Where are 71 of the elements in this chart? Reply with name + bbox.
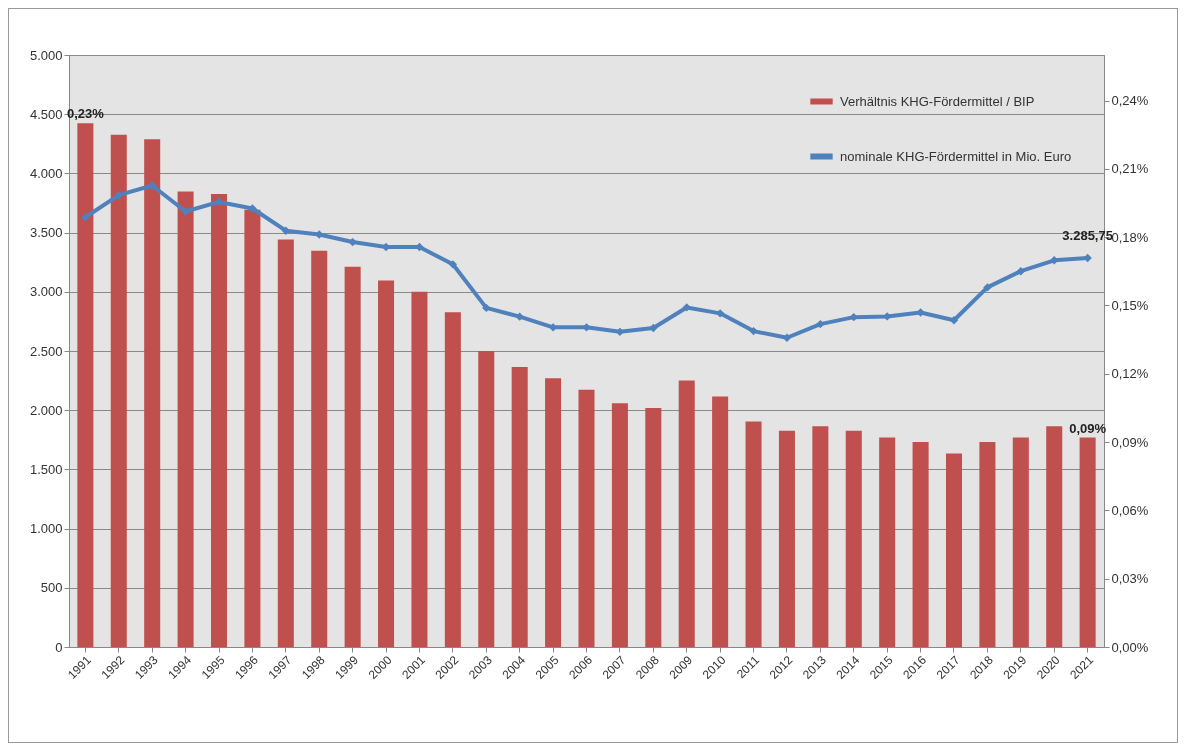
point — [949, 316, 959, 325]
y-tick-label: 4.000 — [29, 165, 63, 181]
data-label: 3.285,75 — [1062, 227, 1113, 243]
data-label: 0,23% — [66, 106, 105, 122]
y-tick-label: 3.000 — [29, 284, 63, 300]
bar — [277, 239, 294, 647]
point — [181, 207, 190, 216]
bar — [912, 442, 929, 647]
bar — [411, 291, 428, 647]
bar — [879, 437, 896, 647]
bar — [378, 280, 395, 647]
point — [1016, 267, 1025, 276]
point — [448, 260, 458, 269]
point — [114, 190, 123, 200]
bar — [244, 209, 261, 647]
point — [148, 181, 157, 190]
y2-tick-label: 0,24% — [1111, 93, 1149, 109]
legend-label: Verhältnis KHG-Fördermittel / BIP — [840, 93, 1035, 109]
y2-tick-label: 0,06% — [1111, 502, 1149, 518]
bar — [177, 191, 194, 647]
bar — [444, 312, 461, 647]
y-tick-label: 3.500 — [29, 225, 63, 241]
legend-label: nominale KHG-Fördermittel in Mio. Euro — [840, 148, 1072, 164]
point — [515, 312, 524, 321]
point — [81, 213, 90, 222]
bar — [745, 421, 762, 647]
point — [983, 283, 992, 292]
bar — [1079, 437, 1096, 647]
bar — [110, 134, 127, 647]
point — [749, 326, 758, 336]
y2-tick-label: 0,09% — [1111, 434, 1149, 450]
point — [816, 319, 825, 329]
y2-tick-label: 0,18% — [1111, 229, 1149, 245]
bar — [1046, 426, 1063, 647]
bar — [845, 430, 862, 647]
point — [482, 303, 491, 313]
bar — [344, 266, 361, 647]
bar — [210, 193, 228, 647]
y-tick-label: 2.000 — [29, 402, 63, 418]
y2-tick-label: 0,12% — [1111, 366, 1149, 382]
bar — [778, 430, 795, 647]
bar — [611, 403, 628, 647]
y-tick-label: 1.000 — [29, 521, 63, 537]
bar — [945, 453, 963, 647]
bar — [77, 123, 94, 647]
y2-tick-label: 0,15% — [1111, 297, 1149, 313]
bar — [511, 366, 528, 647]
bar — [678, 380, 695, 647]
bar — [478, 351, 495, 647]
y2-tick-label: 0,00% — [1111, 639, 1149, 655]
bar — [578, 389, 595, 647]
y-tick-label: 0 — [55, 639, 63, 655]
bar — [311, 250, 328, 647]
y-tick-label: 500 — [40, 580, 63, 596]
y2-tick-label: 0,03% — [1111, 571, 1149, 587]
y2-tick-label: 0,21% — [1111, 161, 1149, 177]
bar — [979, 442, 996, 647]
y-tick-label: 1.500 — [29, 461, 63, 477]
bar — [712, 396, 729, 647]
data-label: 0,09% — [1069, 420, 1107, 436]
y-tick-label: 2.500 — [29, 343, 63, 359]
bar — [545, 378, 562, 647]
point — [348, 237, 357, 247]
point — [682, 303, 691, 312]
bar — [645, 407, 662, 647]
bar — [144, 139, 161, 647]
y-tick-label: 4.500 — [29, 106, 63, 122]
y-tick-label: 5.000 — [29, 47, 63, 63]
bar — [812, 426, 829, 647]
point — [649, 323, 658, 333]
bar — [1012, 437, 1029, 647]
